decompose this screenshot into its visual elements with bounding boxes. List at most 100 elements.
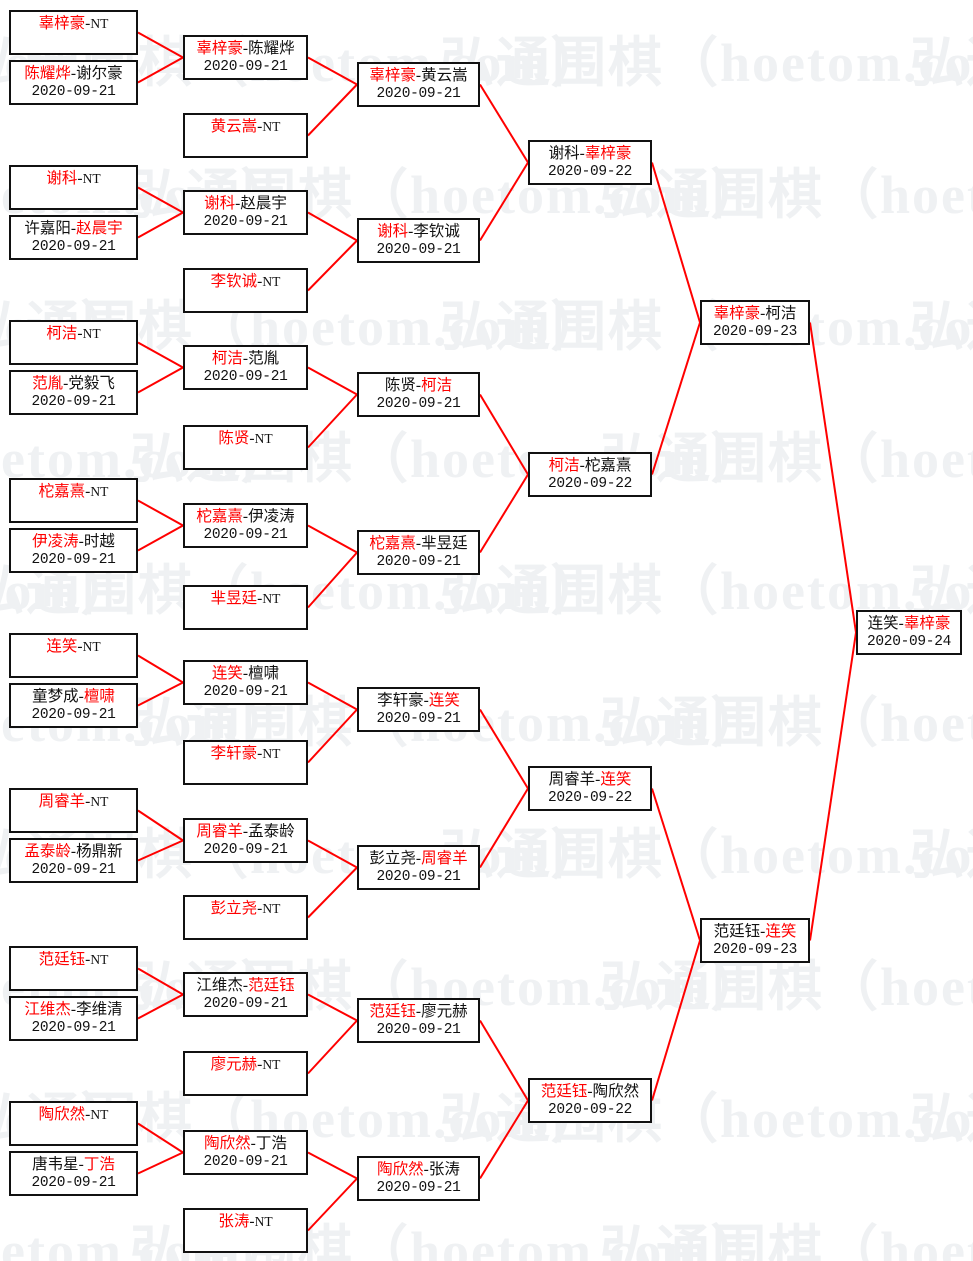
- match-box[interactable]: 柁嘉熹-伊凌涛 2020-09-21: [183, 503, 308, 548]
- match-players: 黄云嵩-NT: [185, 118, 306, 136]
- match-box[interactable]: 李轩豪-NT: [183, 740, 308, 785]
- player-separator: -: [257, 900, 263, 917]
- match-box[interactable]: 芈昱廷-NT: [183, 585, 308, 630]
- match-box[interactable]: 黄云嵩-NT: [183, 113, 308, 158]
- match-box[interactable]: 陶欣然-NT: [9, 1101, 138, 1146]
- player-left: 辜梓豪: [196, 40, 243, 57]
- match-box[interactable]: 伊凌涛-时越 2020-09-21: [9, 528, 138, 573]
- player-right: 连笑: [765, 923, 797, 940]
- match-box[interactable]: 彭立尧-周睿羊 2020-09-21: [357, 845, 480, 890]
- match-box[interactable]: 柯洁-NT: [9, 320, 138, 365]
- match-box[interactable]: 谢科-赵晨宇 2020-09-21: [183, 190, 308, 235]
- match-date: 2020-09-23: [712, 942, 797, 959]
- connector-line: [137, 211, 184, 239]
- match-date: 2020-09-21: [31, 394, 116, 411]
- player-separator: -: [415, 377, 422, 394]
- match-box[interactable]: 柯洁-范胤 2020-09-21: [183, 345, 308, 390]
- player-separator: -: [85, 483, 91, 500]
- player-right: 李维清: [76, 1001, 123, 1018]
- match-box[interactable]: 谢科-辜梓豪 2020-09-22: [528, 140, 652, 185]
- player-right: 陶欣然: [592, 1083, 640, 1100]
- player-right: 赵晨宇: [240, 195, 287, 212]
- match-box[interactable]: 范廷钰-廖元赫 2020-09-21: [357, 998, 480, 1043]
- match-box[interactable]: 连笑-檀啸 2020-09-21: [183, 660, 308, 705]
- match-box[interactable]: 陶欣然-丁浩 2020-09-21: [183, 1130, 308, 1175]
- player-left: 周睿羊: [548, 771, 596, 788]
- connector-line: [307, 551, 358, 609]
- match-date: 2020-09-21: [376, 1022, 461, 1039]
- player-separator: -: [70, 65, 77, 82]
- match-players: 江维杰-李维清: [11, 1001, 136, 1019]
- match-box[interactable]: 江维杰-李维清 2020-09-21: [9, 996, 138, 1041]
- match-players: 陈贤-柯洁: [359, 377, 478, 395]
- match-box[interactable]: 辜梓豪-NT: [9, 10, 138, 55]
- match-players: 芈昱廷-NT: [185, 590, 306, 608]
- match-date: 2020-09-21: [31, 239, 116, 256]
- player-separator: -: [235, 195, 241, 212]
- match-box[interactable]: 孟泰龄-杨鼎新 2020-09-21: [9, 838, 138, 883]
- match-players: 陈贤-NT: [185, 430, 306, 448]
- match-players: 辜梓豪-黄云嵩: [359, 67, 478, 85]
- match-box[interactable]: 辜梓豪-陈耀烨 2020-09-21: [183, 35, 308, 80]
- match-box[interactable]: 谢科-NT: [9, 165, 138, 210]
- connector-line: [137, 366, 184, 394]
- player-left: 陈耀烨: [24, 65, 71, 82]
- match-date: 2020-09-21: [203, 996, 288, 1013]
- player-separator: -: [70, 220, 77, 237]
- match-box[interactable]: 范廷钰-NT: [9, 946, 138, 991]
- match-box[interactable]: 柁嘉熹-芈昱廷 2020-09-21: [357, 530, 480, 575]
- match-players: 范廷钰-连笑: [702, 923, 808, 941]
- match-players: 范廷钰-廖元赫: [359, 1003, 478, 1021]
- match-box[interactable]: 谢科-李钦诚 2020-09-21: [357, 218, 480, 263]
- player-separator: -: [257, 1056, 263, 1073]
- connector-line: [479, 1099, 529, 1180]
- connector-line: [137, 681, 184, 707]
- connector-line: [137, 1122, 184, 1154]
- match-box[interactable]: 范廷钰-陶欣然 2020-09-22: [528, 1078, 652, 1123]
- match-box[interactable]: 童梦成-檀啸 2020-09-21: [9, 683, 138, 728]
- match-box[interactable]: 范胤-党毅飞 2020-09-21: [9, 370, 138, 415]
- match-box[interactable]: 李钦诚-NT: [183, 268, 308, 313]
- match-box[interactable]: 彭立尧-NT: [183, 895, 308, 940]
- player-right: 赵晨宇: [76, 220, 123, 237]
- match-players: 连笑-辜梓豪: [858, 615, 960, 633]
- player-left: 陶欣然: [204, 1135, 251, 1152]
- player-right: 李钦诚: [413, 223, 460, 240]
- match-box[interactable]: 陈贤-柯洁 2020-09-21: [357, 372, 480, 417]
- match-box[interactable]: 周睿羊-连笑 2020-09-22: [528, 766, 652, 811]
- match-box[interactable]: 连笑-NT: [9, 633, 138, 678]
- connector-line: [307, 708, 358, 764]
- player-left: 黄云嵩: [210, 118, 258, 135]
- match-box[interactable]: 李轩豪-连笑 2020-09-21: [357, 687, 480, 732]
- match-box[interactable]: 唐韦星-丁浩 2020-09-21: [9, 1151, 138, 1196]
- match-box[interactable]: 陈耀烨-谢尔豪 2020-09-21: [9, 60, 138, 105]
- player-right: 柯洁: [421, 377, 453, 394]
- match-box[interactable]: 陶欣然-张涛 2020-09-21: [357, 1156, 480, 1201]
- player-left: 柯洁: [548, 457, 580, 474]
- match-box[interactable]: 柯洁-柁嘉熹 2020-09-22: [528, 452, 652, 497]
- player-separator: -: [85, 793, 91, 810]
- match-box[interactable]: 辜梓豪-黄云嵩 2020-09-21: [357, 62, 480, 107]
- player-separator: -: [415, 535, 422, 552]
- match-box[interactable]: 江维杰-范廷钰 2020-09-21: [183, 972, 308, 1017]
- player-separator: -: [760, 923, 766, 940]
- match-box[interactable]: 周睿羊-NT: [9, 788, 138, 833]
- player-separator: -: [77, 638, 83, 655]
- connector-line: [479, 393, 529, 476]
- match-box[interactable]: 许嘉阳-赵晨宇 2020-09-21: [9, 215, 138, 260]
- match-box[interactable]: 张涛-NT: [183, 1208, 308, 1253]
- connector-line: [137, 967, 184, 996]
- player-right-bye: NT: [82, 171, 101, 186]
- connector-line: [137, 993, 184, 1020]
- match-box[interactable]: 周睿羊-孟泰龄 2020-09-21: [183, 818, 308, 863]
- match-box[interactable]: 陈贤-NT: [183, 425, 308, 470]
- match-box[interactable]: 廖元赫-NT: [183, 1051, 308, 1096]
- player-separator: -: [85, 1106, 91, 1123]
- match-box[interactable]: 范廷钰-连笑 2020-09-23: [700, 918, 810, 963]
- match-date: 2020-09-22: [547, 790, 632, 807]
- match-box[interactable]: 柁嘉熹-NT: [9, 478, 138, 523]
- match-box[interactable]: 连笑-辜梓豪 2020-09-24: [856, 610, 962, 655]
- match-box[interactable]: 辜梓豪-柯洁 2020-09-23: [700, 300, 810, 345]
- match-date: 2020-09-23: [712, 324, 797, 341]
- match-players: 连笑-NT: [11, 638, 136, 656]
